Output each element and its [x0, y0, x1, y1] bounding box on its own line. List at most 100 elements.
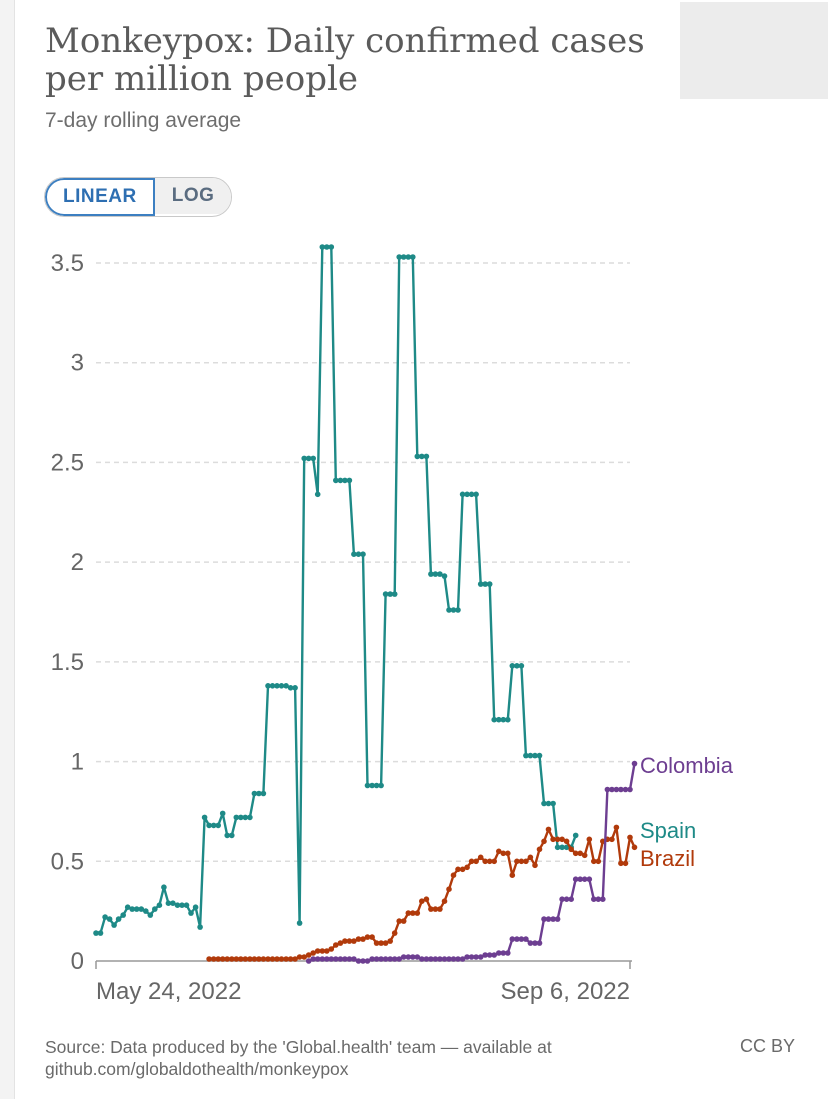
data-point [577, 850, 583, 857]
data-point [437, 956, 443, 962]
data-point [188, 910, 194, 916]
data-point [428, 571, 434, 577]
data-point [532, 752, 538, 759]
data-point [305, 958, 312, 964]
data-point [432, 571, 439, 577]
data-point [378, 782, 384, 789]
data-point [274, 683, 280, 689]
data-point [609, 836, 615, 843]
data-point [219, 810, 226, 817]
data-point [310, 956, 317, 962]
data-point [491, 858, 498, 865]
data-point [387, 591, 394, 597]
data-point [328, 956, 335, 962]
data-point [559, 844, 565, 851]
data-point [247, 814, 253, 821]
data-point [405, 910, 412, 916]
data-point [581, 852, 588, 859]
page-side-border [0, 0, 15, 1099]
data-point [631, 760, 638, 767]
data-point [247, 956, 253, 962]
data-point [342, 477, 348, 484]
data-point [527, 940, 534, 946]
data-point [183, 902, 190, 908]
data-point [419, 898, 425, 904]
data-point [586, 876, 593, 882]
data-point [545, 916, 552, 922]
data-point [428, 906, 434, 912]
data-point [563, 896, 570, 902]
data-point [400, 954, 407, 960]
data-point [455, 607, 461, 613]
data-point [324, 244, 330, 250]
data-point [333, 956, 339, 962]
data-point [473, 954, 479, 960]
data-point [192, 904, 199, 910]
data-point [387, 956, 394, 962]
data-point [152, 906, 158, 912]
data-point [120, 912, 126, 918]
linear-scale-button[interactable]: LINEAR [45, 178, 155, 216]
data-point [219, 956, 226, 962]
data-point [468, 858, 475, 865]
data-point [229, 832, 235, 839]
data-point [464, 491, 470, 498]
data-point [238, 956, 244, 962]
data-point [550, 800, 556, 807]
data-point [464, 954, 470, 960]
data-point [391, 930, 398, 936]
data-point [305, 952, 312, 958]
data-point [355, 958, 362, 964]
data-point [405, 954, 412, 960]
data-point [514, 858, 520, 865]
data-point [229, 956, 235, 962]
data-point [256, 790, 262, 797]
data-point [505, 950, 511, 956]
data-point [314, 491, 321, 498]
data-point [572, 850, 579, 857]
data-point [337, 940, 344, 946]
data-point [591, 896, 597, 902]
data-point [441, 898, 448, 904]
source-note: Source: Data produced by the 'Global.hea… [45, 1037, 552, 1079]
data-point [437, 571, 443, 577]
data-point [536, 846, 543, 853]
data-point [206, 956, 212, 962]
data-point [527, 854, 534, 861]
data-point [93, 930, 99, 936]
data-point [233, 956, 240, 962]
license-link[interactable]: CC BY [740, 1036, 796, 1056]
data-point [414, 453, 421, 460]
log-scale-button[interactable]: LOG [154, 178, 232, 214]
data-point [301, 455, 308, 462]
data-point [545, 800, 552, 807]
y-tick-label: 0 [71, 948, 84, 975]
data-point [464, 864, 470, 871]
data-point [405, 254, 412, 260]
data-point [133, 906, 140, 912]
data-point [124, 904, 131, 910]
data-point [500, 950, 507, 956]
data-point [505, 850, 511, 857]
data-point [355, 551, 362, 557]
data-point [600, 896, 606, 902]
data-point [536, 752, 543, 759]
data-point [396, 918, 403, 924]
data-point [115, 916, 122, 922]
data-point [518, 936, 525, 942]
data-point [532, 940, 538, 946]
data-point [550, 916, 556, 922]
data-point [324, 956, 330, 962]
data-point [477, 854, 484, 861]
data-point [509, 936, 516, 942]
data-point [550, 836, 556, 843]
data-point [572, 876, 579, 882]
data-point [554, 844, 561, 851]
data-point [450, 607, 457, 613]
data-point [414, 954, 421, 960]
data-point [238, 814, 244, 821]
data-point [278, 956, 285, 962]
data-point [360, 958, 366, 964]
data-point [342, 956, 348, 962]
data-point [518, 858, 525, 865]
